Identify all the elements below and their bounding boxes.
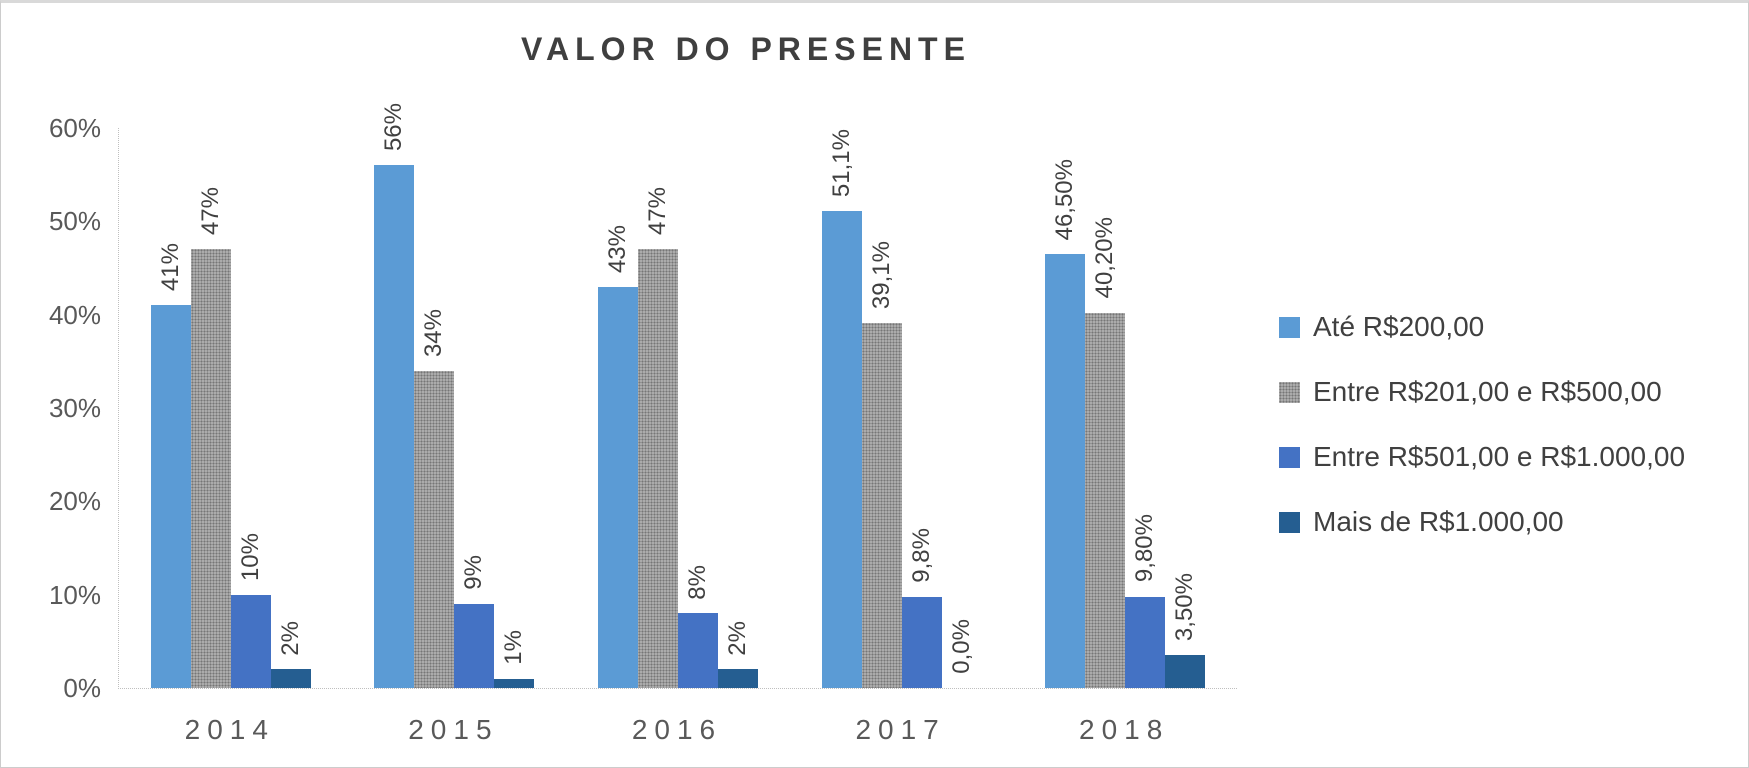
legend: Até R$200,00 Entre R$201,00 e R$500,00 Ent… (1279, 311, 1685, 571)
legend-swatch (1279, 381, 1300, 403)
bar-value-label: 2% (276, 620, 304, 656)
bar-series2-2014 (190, 249, 231, 688)
bar-series2-2016 (637, 249, 678, 688)
bar-value-label: 47% (643, 187, 671, 236)
bar-series3-2018 (1125, 596, 1166, 688)
y-axis-tick-label: 60% (48, 113, 101, 143)
bar-cell: 2% (717, 128, 758, 688)
chart-title: VALOR DO PRESENTE (521, 31, 971, 67)
y-axis-tick-label: 20% (48, 486, 101, 517)
bar-series1-2018 (1045, 254, 1086, 688)
legend-item-4: Mais de R$1.000,00 (1279, 506, 1685, 538)
plot-area: 41% 47% 10% 2% 56% 34% 9% 1% 43% 47% 8% 2% 51,1% 39,1… (118, 103, 1237, 689)
bar-group-2017: 51,1% 39,1% 9,8% 0,0% (790, 128, 1014, 688)
bar-value-label: 9,8% (907, 527, 935, 583)
legend-swatch (1279, 316, 1300, 338)
bar-cell: 2% (270, 128, 311, 688)
legend-label: Mais de R$1.000,00 (1313, 506, 1564, 537)
bar-value-label: 9% (460, 555, 488, 590)
bar-cell: 34% (414, 128, 455, 688)
bar-series2-2018 (1085, 312, 1126, 688)
bar-series1-2016 (597, 286, 638, 688)
bar-value-label: 40,20% (1091, 217, 1119, 299)
bar-series4-2014 (270, 669, 311, 688)
bar-series4-2018 (1165, 655, 1206, 688)
bar-series1-2017 (821, 211, 862, 688)
bar-cell: 43% (597, 128, 638, 688)
bar-cell: 9,8% (901, 128, 942, 688)
bar-cell: 10% (230, 128, 271, 688)
x-axis-category-label: 2015 (408, 714, 499, 745)
bar-value-label: 8% (683, 564, 711, 600)
y-axis-tick-label: 40% (48, 299, 101, 330)
bar-cell: 41% (150, 128, 191, 688)
bar-series2-2017 (861, 323, 902, 688)
legend-label: Entre R$201,00 e R$500,00 (1313, 376, 1662, 407)
legend-label: Até R$200,00 (1313, 311, 1485, 342)
legend-swatch (1279, 511, 1300, 533)
legend-item-2: Entre R$201,00 e R$500,00 (1279, 376, 1685, 408)
y-axis-tick-label: 30% (48, 393, 101, 423)
bar-cell: 47% (637, 128, 678, 688)
bar-series4-2015 (494, 678, 535, 688)
bar-value-label: 10% (236, 532, 264, 581)
bar-series4-2016 (717, 669, 758, 688)
bar-value-label: 51,1% (827, 129, 855, 198)
y-axis-tick-label: 10% (48, 579, 101, 610)
bar-value-label: 1% (500, 629, 528, 665)
bar-cell: 9% (454, 128, 495, 688)
bar-series3-2017 (901, 596, 942, 688)
bar-value-label: 47% (196, 187, 224, 236)
legend-label: Entre R$501,00 e R$1.000,00 (1313, 441, 1686, 472)
bar-value-label: 3,50% (1171, 573, 1199, 642)
bar-cell: 1% (494, 128, 535, 688)
bar-group-2015: 56% 34% 9% 1% (343, 103, 567, 688)
bar-value-label: 2% (723, 620, 751, 656)
bar-series3-2014 (230, 594, 271, 688)
bar-series3-2015 (454, 604, 495, 688)
bar-value-label: 0,0% (947, 619, 975, 674)
bar-value-label: 43% (603, 224, 631, 273)
bar-cell: 40,20% (1085, 128, 1126, 688)
x-axis-category-label: 2018 (1079, 714, 1170, 745)
legend-swatch (1279, 446, 1300, 468)
y-axis-tick-label: 50% (48, 206, 101, 237)
x-axis-category-label: 2016 (631, 714, 723, 745)
x-axis-category-label: 2017 (855, 714, 946, 745)
bar-value-label: 46,50% (1051, 158, 1079, 240)
bar-group-2014: 41% 47% 10% 2% (119, 128, 343, 688)
bar-cell: 46,50% (1045, 128, 1086, 688)
bar-cell: 3,50% (1165, 128, 1206, 688)
bar-cell: 47% (190, 128, 231, 688)
bar-series2-2015 (414, 370, 455, 688)
bar-cell: 39,1% (861, 128, 902, 688)
bar-cell: 51,1% (821, 128, 862, 688)
bar-series1-2015 (374, 165, 415, 688)
bar-cell: 0,0% (942, 128, 982, 688)
bar-series3-2016 (677, 613, 718, 688)
x-axis-category-label: 2014 (184, 714, 275, 745)
bar-value-label: 41% (156, 243, 184, 292)
bar-value-label: 56% (380, 103, 408, 152)
legend-item-1: Até R$200,00 (1279, 311, 1685, 343)
bar-group-2016: 43% 47% 8% 2% (566, 128, 790, 688)
bar-cell: 9,80% (1125, 128, 1166, 688)
bar-value-label: 39,1% (867, 241, 895, 310)
legend-item-3: Entre R$501,00 e R$1.000,00 (1279, 441, 1685, 473)
bar-series1-2014 (150, 305, 191, 688)
bar-value-label: 34% (420, 308, 448, 357)
bar-value-label: 9,80% (1131, 514, 1159, 583)
bar-cell: 8% (677, 128, 718, 688)
bar-group-2018: 46,50% 40,20% 9,80% 3,50% (1013, 128, 1237, 688)
bar-cell: 56% (374, 103, 415, 688)
y-axis-tick-label: 0% (63, 673, 101, 703)
